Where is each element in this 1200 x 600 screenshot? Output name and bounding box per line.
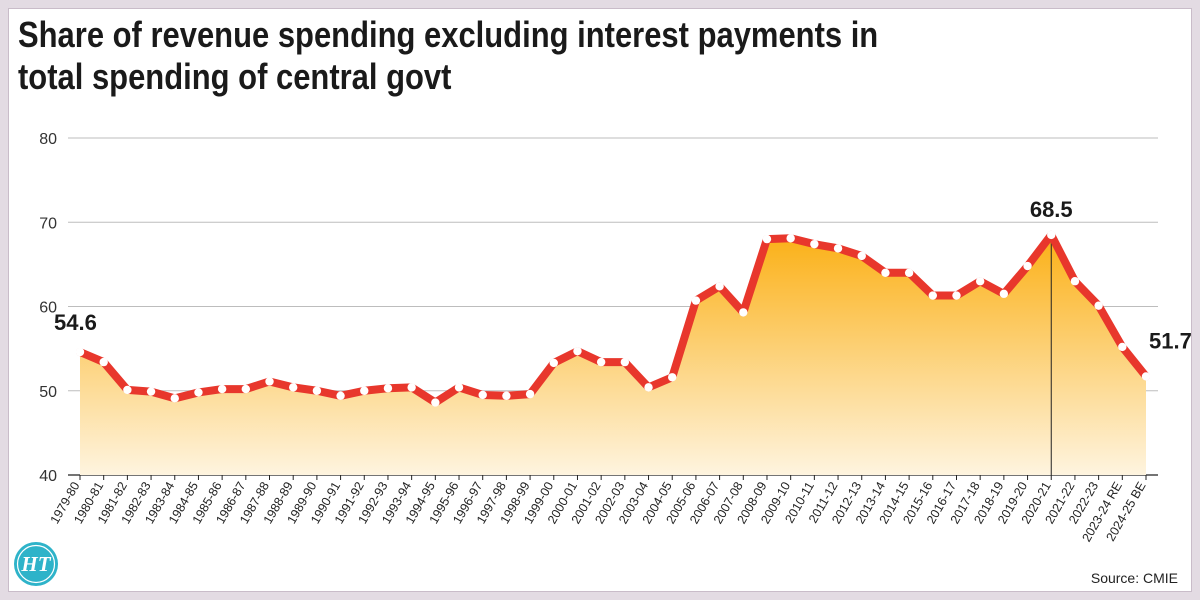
data-point-2022-23 <box>1094 301 1103 310</box>
data-point-1979-80 <box>75 347 85 357</box>
y-tick-label-80: 80 <box>39 131 57 148</box>
data-point-2003-04 <box>644 383 653 392</box>
data-point-1982-83 <box>146 387 156 396</box>
data-point-1996-97 <box>478 390 487 400</box>
data-point-1999-00 <box>549 358 558 368</box>
data-label-1979-80: 54.6 <box>54 310 97 335</box>
data-point-2009-10 <box>786 234 795 243</box>
y-tick-label-70: 70 <box>39 215 57 232</box>
y-tick-label-40: 40 <box>39 468 57 485</box>
data-point-2007-08 <box>739 308 748 317</box>
chart-title-line-2: total spending of central govt <box>18 56 452 97</box>
data-point-2014-15 <box>904 268 914 277</box>
data-point-1989-90 <box>312 386 322 395</box>
data-point-1988-89 <box>289 383 298 392</box>
data-point-2011-12 <box>833 244 843 253</box>
data-point-2008-09 <box>762 234 772 244</box>
data-label-2020-21: 68.5 <box>1030 197 1073 222</box>
ht-logo-text: HT <box>20 552 51 576</box>
area-fill <box>80 234 1146 475</box>
data-point-2016-17 <box>952 291 961 300</box>
data-point-1983-84 <box>170 394 179 403</box>
data-point-1994-95 <box>431 398 440 407</box>
data-point-2004-05 <box>668 373 677 382</box>
data-point-2002-03 <box>620 357 630 367</box>
data-point-2018-19 <box>999 289 1009 299</box>
ht-logo: HT <box>14 542 58 586</box>
data-point-2015-16 <box>928 291 937 300</box>
data-point-1980-81 <box>99 357 108 367</box>
data-point-1981-82 <box>123 385 132 395</box>
y-tick-label-50: 50 <box>39 384 57 401</box>
data-point-2017-18 <box>975 277 985 286</box>
data-point-2013-14 <box>881 268 890 277</box>
data-point-2019-20 <box>1023 261 1032 271</box>
data-point-1987-88 <box>265 377 274 386</box>
data-point-2006-07 <box>715 282 724 291</box>
data-point-2005-06 <box>691 296 701 305</box>
data-point-1984-85 <box>194 388 203 397</box>
data-point-1986-87 <box>241 384 251 394</box>
data-point-2010-11 <box>810 239 819 249</box>
y-tick-label-60: 60 <box>39 300 57 317</box>
data-point-1985-86 <box>217 384 227 394</box>
data-point-1992-93 <box>383 384 393 393</box>
data-point-1991-92 <box>360 386 369 395</box>
series-line <box>76 230 1150 407</box>
data-point-2021-22 <box>1070 277 1080 286</box>
data-point-1990-91 <box>336 391 345 401</box>
data-point-2023-24 RE <box>1118 342 1127 352</box>
source-note: Source: CMIE <box>1090 570 1178 586</box>
data-point-1993-94 <box>407 383 416 392</box>
data-point-1997-98 <box>502 391 511 401</box>
data-label-2024-25 BE: 51.7 <box>1149 328 1192 353</box>
chart-title: Share of revenue spending excluding inte… <box>18 14 1016 98</box>
data-point-1995-96 <box>454 383 464 392</box>
data-point-2020-21 <box>1047 230 1056 240</box>
data-point-2024-25 BE <box>1141 372 1151 381</box>
data-point-1998-99 <box>525 389 535 399</box>
chart-title-line-1: Share of revenue spending excluding inte… <box>18 14 879 55</box>
data-point-2000-01 <box>573 346 582 356</box>
data-point-2012-13 <box>857 251 866 261</box>
data-point-2001-02 <box>596 357 606 367</box>
